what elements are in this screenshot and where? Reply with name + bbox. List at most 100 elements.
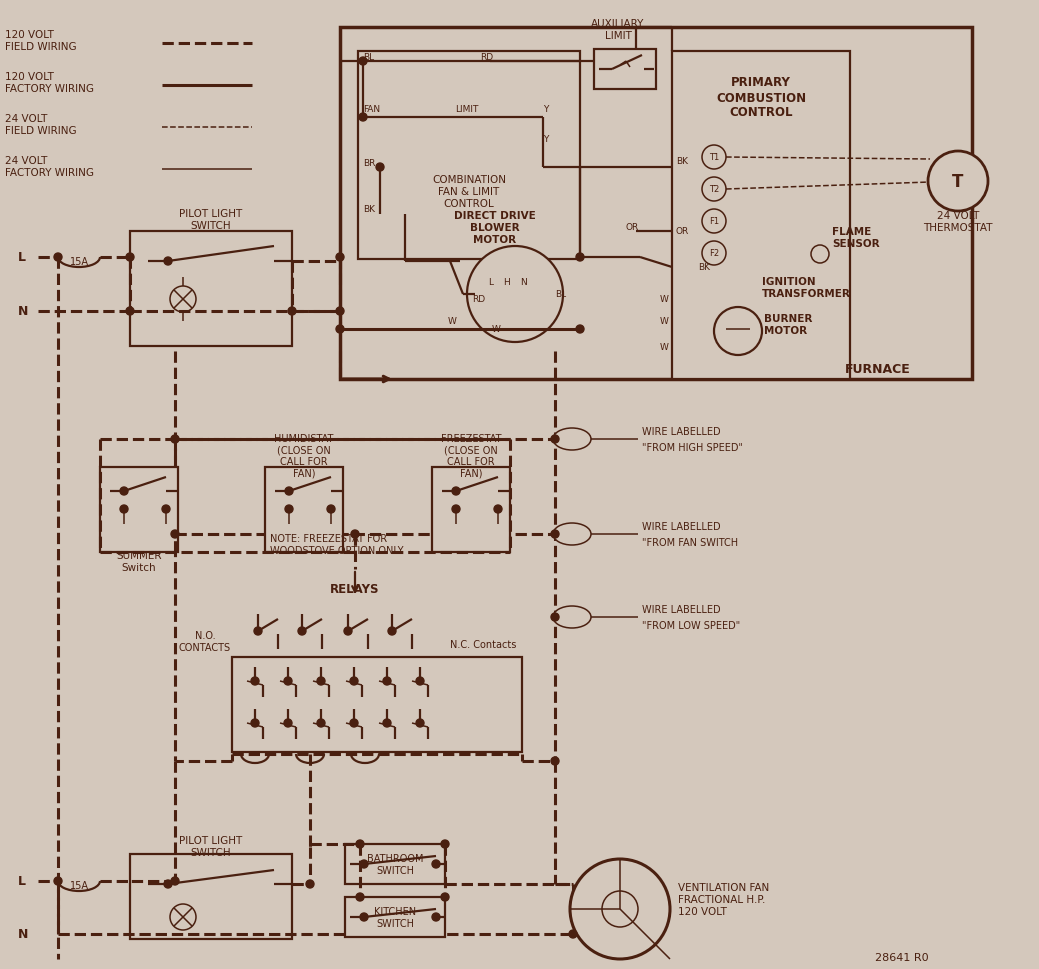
Text: VENTILATION FAN
FRACTIONAL H.P.
120 VOLT: VENTILATION FAN FRACTIONAL H.P. 120 VOLT [678, 883, 769, 916]
Text: NOTE: FREEZESTAT FOR
WOODSTOVE OPTION ONLY: NOTE: FREEZESTAT FOR WOODSTOVE OPTION ON… [270, 534, 403, 555]
Text: 24 VOLT
FACTORY WIRING: 24 VOLT FACTORY WIRING [5, 156, 94, 177]
Text: PILOT LIGHT
SWITCH: PILOT LIGHT SWITCH [180, 835, 243, 857]
Circle shape [441, 840, 449, 848]
Text: AUXILIARY
LIMIT: AUXILIARY LIMIT [591, 19, 644, 41]
Circle shape [164, 880, 172, 888]
Circle shape [432, 913, 439, 922]
Circle shape [351, 530, 359, 539]
Circle shape [551, 530, 559, 539]
Circle shape [54, 877, 62, 885]
Bar [358, 52, 580, 260]
Circle shape [576, 254, 584, 262]
Text: "FROM FAN SWITCH: "FROM FAN SWITCH [642, 538, 738, 547]
Circle shape [254, 627, 262, 636]
Text: "FROM HIGH SPEED": "FROM HIGH SPEED" [642, 443, 743, 453]
Text: LIMIT: LIMIT [455, 106, 478, 114]
Bar [100, 467, 178, 552]
Text: COMBINATION
FAN & LIMIT
CONTROL: COMBINATION FAN & LIMIT CONTROL [432, 175, 506, 208]
Circle shape [702, 241, 726, 266]
Circle shape [383, 677, 391, 685]
Text: W: W [660, 296, 669, 304]
Text: N.C. Contacts: N.C. Contacts [450, 640, 516, 649]
Text: FURNACE: FURNACE [845, 363, 911, 376]
Circle shape [54, 254, 62, 262]
Circle shape [702, 146, 726, 170]
Text: "FROM LOW SPEED": "FROM LOW SPEED" [642, 620, 740, 631]
Circle shape [344, 627, 352, 636]
Circle shape [298, 627, 307, 636]
Bar [345, 897, 445, 937]
Text: IGNITION
TRANSFORMER: IGNITION TRANSFORMER [762, 277, 851, 298]
Text: N.O.
CONTACTS: N.O. CONTACTS [179, 631, 231, 652]
Text: T1: T1 [709, 153, 719, 163]
Ellipse shape [553, 428, 591, 451]
Circle shape [164, 258, 172, 266]
Circle shape [126, 308, 134, 316]
Text: W: W [660, 343, 669, 352]
Text: KITCHEN
SWITCH: KITCHEN SWITCH [374, 906, 416, 928]
Bar [594, 50, 656, 90]
Circle shape [307, 880, 314, 888]
Circle shape [119, 506, 128, 514]
Text: BK: BK [676, 157, 688, 167]
Text: FAN: FAN [363, 106, 380, 114]
Circle shape [551, 613, 559, 621]
Text: F2: F2 [709, 249, 719, 258]
Text: PILOT LIGHT
SWITCH: PILOT LIGHT SWITCH [180, 209, 243, 231]
Text: N: N [18, 305, 28, 318]
Text: BK: BK [363, 205, 375, 214]
Circle shape [441, 893, 449, 901]
Bar [340, 28, 973, 380]
Bar [345, 844, 445, 884]
Text: RELAYS: RELAYS [330, 583, 379, 596]
Circle shape [350, 719, 358, 728]
Circle shape [416, 719, 424, 728]
Circle shape [162, 506, 170, 514]
Circle shape [284, 677, 292, 685]
Text: WIRE LABELLED: WIRE LABELLED [642, 521, 721, 531]
Circle shape [551, 757, 559, 766]
Circle shape [284, 719, 292, 728]
Text: N: N [520, 278, 527, 287]
Circle shape [336, 254, 344, 262]
Circle shape [317, 719, 325, 728]
Circle shape [350, 677, 358, 685]
Text: BL: BL [363, 52, 374, 61]
Text: T: T [953, 172, 964, 191]
Circle shape [251, 677, 259, 685]
Text: 120 VOLT
FIELD WIRING: 120 VOLT FIELD WIRING [5, 30, 77, 51]
Circle shape [356, 893, 364, 901]
Text: DIRECT DRIVE
BLOWER
MOTOR: DIRECT DRIVE BLOWER MOTOR [454, 211, 536, 244]
Ellipse shape [553, 523, 591, 546]
Circle shape [170, 287, 196, 313]
Text: N: N [18, 927, 28, 941]
Text: Y: Y [543, 136, 549, 144]
Text: L: L [18, 251, 26, 265]
Text: BR: BR [363, 158, 375, 168]
Text: HUMIDISTAT
(CLOSE ON
CALL FOR
FAN): HUMIDISTAT (CLOSE ON CALL FOR FAN) [274, 433, 334, 478]
Circle shape [327, 506, 335, 514]
Bar [130, 854, 292, 939]
Circle shape [452, 506, 460, 514]
Text: OR: OR [627, 222, 639, 232]
Text: WIRE LABELLED: WIRE LABELLED [642, 426, 721, 437]
Text: SUMMER
Switch: SUMMER Switch [116, 550, 162, 573]
Circle shape [171, 530, 179, 539]
Circle shape [170, 904, 196, 930]
Text: F1: F1 [709, 217, 719, 227]
Circle shape [119, 487, 128, 495]
Text: WIRE LABELLED: WIRE LABELLED [642, 605, 721, 614]
Text: BK: BK [698, 264, 710, 272]
Text: W: W [660, 317, 669, 327]
Circle shape [171, 877, 179, 885]
Text: L: L [488, 278, 492, 287]
Circle shape [336, 326, 344, 333]
Circle shape [494, 506, 502, 514]
Circle shape [576, 326, 584, 333]
Circle shape [432, 860, 439, 868]
Text: BATHROOM
SWITCH: BATHROOM SWITCH [367, 854, 423, 875]
Circle shape [452, 487, 460, 495]
Bar [130, 232, 292, 347]
Bar [432, 467, 510, 552]
Text: Y: Y [543, 106, 549, 114]
